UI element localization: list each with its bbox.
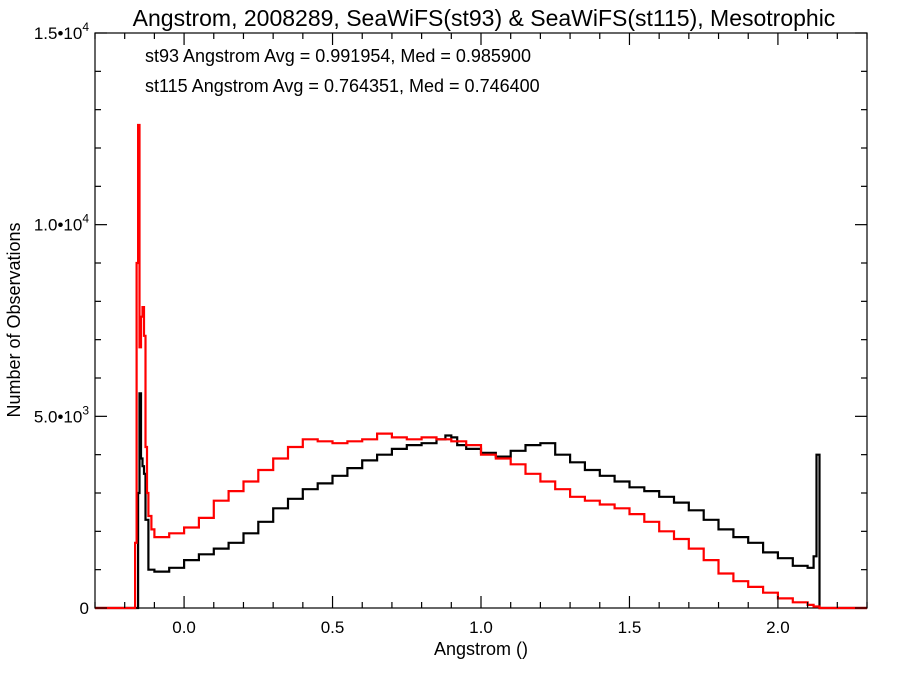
x-axis-label: Angstrom () (434, 639, 528, 659)
annotation-st93: st93 Angstrom Avg = 0.991954, Med = 0.98… (145, 46, 531, 66)
series-st93-line (95, 392, 867, 610)
y-axis-label: Number of Observations (4, 222, 24, 417)
y-tick-label: 1.5•104 (34, 20, 90, 43)
x-tick-label: 0.5 (321, 618, 345, 637)
x-tick-label: 0.0 (172, 618, 196, 637)
plot-frame (94, 32, 868, 609)
series-st115-line (95, 123, 867, 610)
series-layer (95, 123, 867, 610)
chart-title: Angstrom, 2008289, SeaWiFS(st93) & SeaWi… (133, 5, 836, 31)
x-tick-label: 1.5 (618, 618, 642, 637)
ticks-layer: 0.0 0.5 1.0 1.5 2.0 0 5.0•103 1.0•104 1.5•104 (34, 20, 868, 637)
y-tick-label: 5.0•103 (34, 403, 90, 426)
y-tick-label: 0 (80, 599, 89, 618)
y-tick-label: 1.0•104 (34, 212, 90, 235)
x-tick-label: 2.0 (766, 618, 790, 637)
x-tick-label: 1.0 (469, 618, 493, 637)
annotation-st115: st115 Angstrom Avg = 0.764351, Med = 0.7… (145, 76, 540, 96)
